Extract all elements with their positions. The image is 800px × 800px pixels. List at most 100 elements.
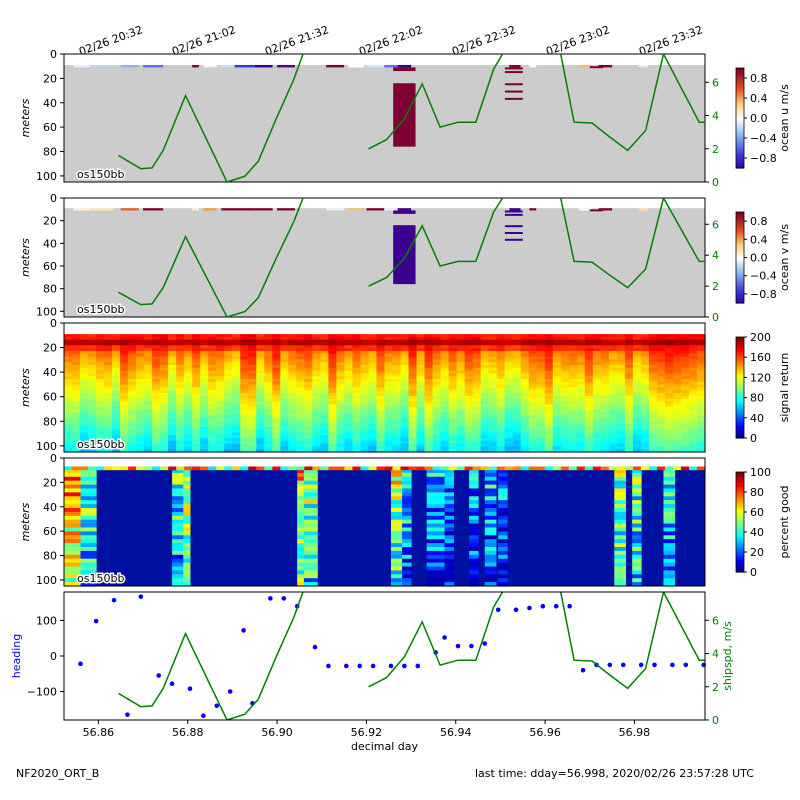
signal-cell: [424, 339, 434, 344]
signal-cell: [688, 404, 698, 408]
signal-cell: [392, 364, 402, 369]
signal-cell: [400, 376, 410, 380]
signal-cell: [648, 393, 658, 397]
signal-cell: [88, 435, 97, 439]
signal-cell: [216, 373, 225, 377]
colorbar-segment: [736, 377, 744, 381]
signal-cell: [352, 367, 362, 372]
signal-cell: [448, 395, 458, 400]
signal-cell: [104, 401, 113, 405]
heading-point: [169, 681, 175, 687]
signal-cell: [104, 421, 113, 425]
signal-cell: [176, 381, 185, 386]
signal-cell: [568, 446, 578, 450]
signal-cell: [80, 415, 89, 419]
signal-cell: [224, 378, 233, 383]
signal-cell: [608, 426, 618, 431]
signal-cell: [528, 364, 538, 369]
signal-cell: [512, 359, 522, 363]
percent-good-cell: [183, 496, 191, 501]
percent-good-cell: [303, 504, 318, 509]
percent-good-cell: [297, 488, 305, 493]
signal-cell: [456, 415, 466, 419]
signal-cell: [696, 440, 706, 445]
signal-cell: [344, 398, 354, 403]
instrument-label: os150bb: [77, 438, 124, 451]
signal-cell: [416, 350, 426, 355]
ship-speed-line: [559, 592, 705, 690]
signal-cell: [576, 373, 586, 377]
signal-cell: [72, 342, 81, 346]
signal-cell: [560, 367, 570, 372]
heading-point: [156, 673, 161, 678]
percent-good-cell: [484, 531, 497, 536]
signal-cell: [472, 443, 482, 447]
signal-cell: [680, 334, 690, 338]
percent-good-cell: [632, 546, 642, 552]
signal-cell: [408, 378, 418, 383]
signal-cell: [112, 364, 121, 369]
velocity-dash: [504, 232, 523, 234]
signal-cell: [536, 429, 546, 433]
signal-cell: [552, 345, 562, 349]
signal-cell: [360, 373, 370, 377]
signal-cell: [632, 367, 642, 372]
signal-cell: [544, 376, 554, 380]
percent-good-cell: [614, 468, 626, 474]
percent-good-cell: [680, 466, 690, 471]
signal-cell: [512, 398, 522, 403]
signal-cell: [544, 387, 554, 391]
signal-cell: [520, 362, 530, 366]
signal-cell: [360, 409, 370, 414]
panel-frame: [63, 457, 706, 587]
percent-good-cell: [426, 582, 446, 587]
right-tick-label: 6: [712, 76, 719, 89]
signal-cell: [192, 376, 201, 380]
percent-good-cell: [303, 578, 318, 583]
signal-cell: [488, 356, 498, 360]
signal-cell: [632, 350, 642, 355]
signal-cell: [680, 415, 690, 419]
signal-cell: [112, 384, 121, 389]
signal-cell: [104, 423, 113, 428]
signal-cell: [376, 390, 386, 394]
signal-cell: [224, 401, 233, 405]
signal-cell: [488, 348, 498, 352]
percent-good-cell: [402, 488, 412, 493]
signal-cell: [448, 423, 458, 428]
signal-cell: [384, 378, 394, 383]
percent-good-cell: [614, 543, 626, 548]
signal-cell: [400, 415, 410, 419]
signal-cell: [424, 356, 434, 360]
percent-good-cell: [402, 570, 412, 575]
signal-cell: [416, 426, 426, 431]
signal-cell: [144, 362, 153, 366]
signal-cell: [336, 432, 346, 436]
signal-cell: [448, 443, 458, 447]
signal-cell: [336, 423, 346, 428]
signal-cell: [392, 336, 402, 341]
signal-cell: [192, 353, 201, 358]
top-time-label: 02/26 23:02: [544, 23, 611, 58]
signal-cell: [552, 373, 562, 377]
signal-cell: [352, 378, 362, 383]
signal-cell: [320, 381, 330, 386]
colorbar-segment: [736, 130, 744, 134]
signal-cell: [216, 376, 225, 380]
signal-cell: [160, 362, 169, 366]
signal-cell: [72, 440, 81, 445]
signal-cell: [632, 395, 642, 400]
signal-cell: [208, 429, 217, 433]
signal-cell: [592, 421, 602, 425]
signal-cell: [480, 359, 490, 363]
signal-cell: [648, 449, 658, 453]
signal-cell: [280, 443, 289, 447]
heading-point: [567, 603, 572, 609]
signal-cell: [64, 446, 73, 450]
percent-good-cell: [632, 566, 642, 571]
signal-cell: [96, 364, 105, 369]
signal-cell: [168, 449, 177, 453]
signal-cell: [176, 398, 185, 403]
signal-cell: [64, 421, 73, 425]
signal-cell: [344, 426, 354, 431]
